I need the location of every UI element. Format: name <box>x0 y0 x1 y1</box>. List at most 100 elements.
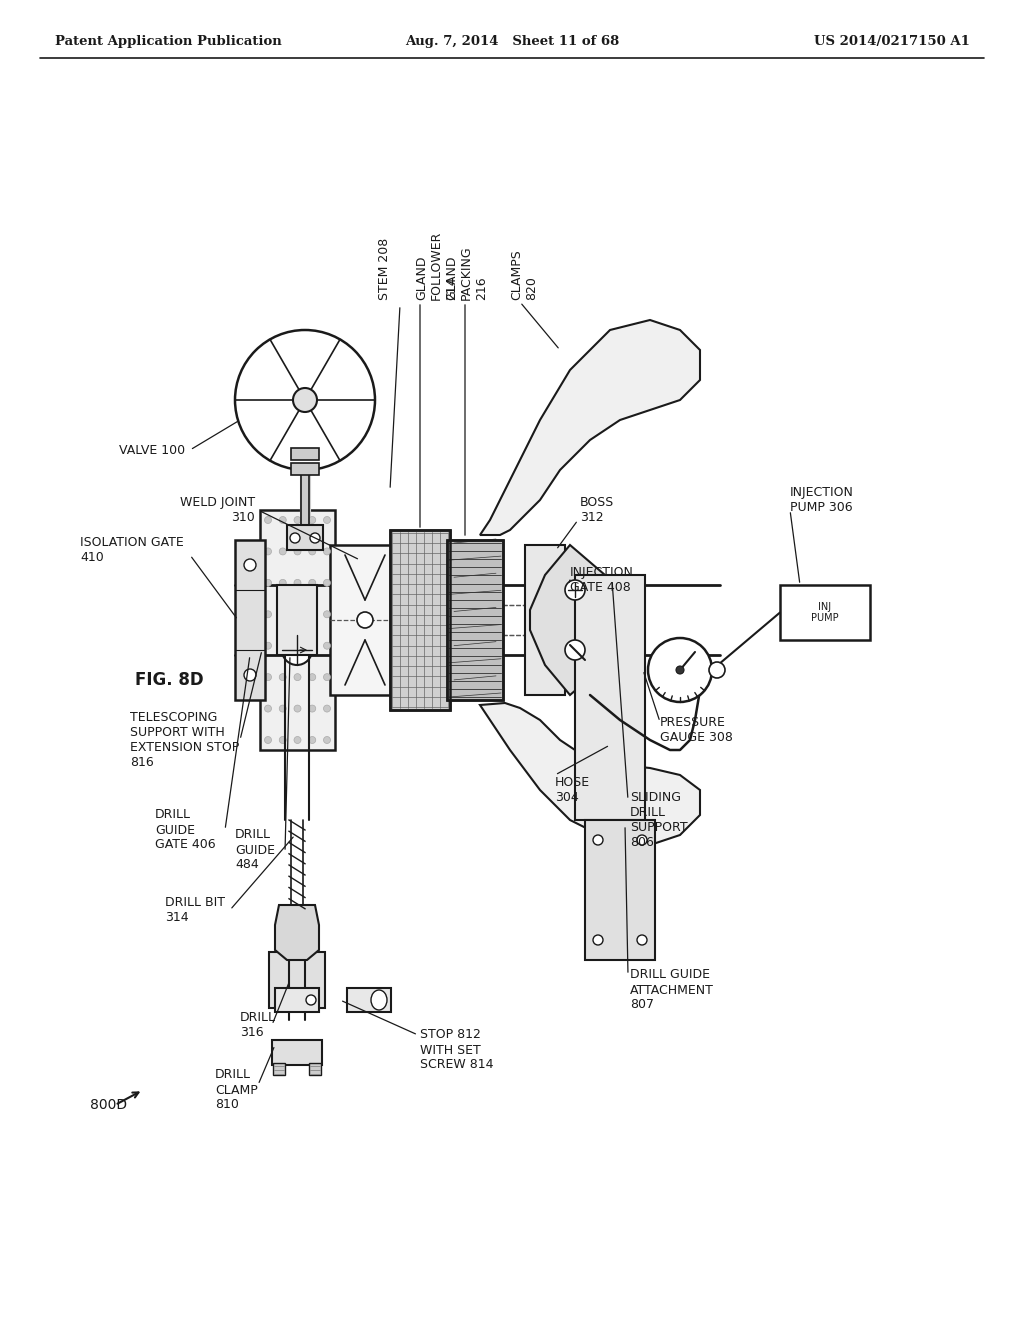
Circle shape <box>280 737 287 743</box>
Circle shape <box>309 673 315 681</box>
Text: CLAMPS
820: CLAMPS 820 <box>510 249 538 300</box>
Text: 800D: 800D <box>90 1098 127 1111</box>
Bar <box>330 545 400 696</box>
Circle shape <box>290 533 300 543</box>
Text: PRESSURE
GAUGE 308: PRESSURE GAUGE 308 <box>660 715 733 744</box>
Text: GLAND
FOLLOWER
214: GLAND FOLLOWER 214 <box>415 231 458 300</box>
Circle shape <box>309 643 315 649</box>
Circle shape <box>637 935 647 945</box>
Circle shape <box>309 737 315 743</box>
Circle shape <box>264 737 271 743</box>
Circle shape <box>294 673 301 681</box>
Text: US 2014/0217150 A1: US 2014/0217150 A1 <box>814 36 970 49</box>
Circle shape <box>324 548 331 554</box>
Circle shape <box>244 669 256 681</box>
Circle shape <box>310 533 319 543</box>
Bar <box>447 540 503 700</box>
Bar <box>273 1063 285 1074</box>
Circle shape <box>264 611 271 618</box>
Bar <box>447 540 503 700</box>
Circle shape <box>709 663 725 678</box>
Circle shape <box>294 611 301 618</box>
Bar <box>390 531 450 710</box>
Circle shape <box>309 705 315 711</box>
Circle shape <box>280 673 287 681</box>
Circle shape <box>280 579 287 586</box>
Circle shape <box>324 516 331 524</box>
Circle shape <box>280 705 287 711</box>
Bar <box>575 576 645 820</box>
Circle shape <box>294 579 301 586</box>
Bar <box>585 820 655 960</box>
Bar <box>260 510 335 750</box>
Circle shape <box>280 548 287 554</box>
Text: INJ
PUMP: INJ PUMP <box>811 602 839 623</box>
Circle shape <box>264 579 271 586</box>
Circle shape <box>637 836 647 845</box>
Circle shape <box>324 643 331 649</box>
Circle shape <box>282 635 312 665</box>
Circle shape <box>324 611 331 618</box>
Circle shape <box>324 705 331 711</box>
Circle shape <box>565 640 585 660</box>
Text: SLIDING
DRILL
SUPPORT
806: SLIDING DRILL SUPPORT 806 <box>630 791 688 849</box>
Circle shape <box>264 516 271 524</box>
Circle shape <box>294 737 301 743</box>
Text: INJECTION
GATE 408: INJECTION GATE 408 <box>570 566 634 594</box>
Bar <box>269 952 325 1008</box>
Text: STOP 812
WITH SET
SCREW 814: STOP 812 WITH SET SCREW 814 <box>420 1028 494 1072</box>
Circle shape <box>309 611 315 618</box>
Circle shape <box>294 643 301 649</box>
Text: DRILL
316: DRILL 316 <box>240 1011 276 1039</box>
Circle shape <box>593 836 603 845</box>
Text: HOSE
304: HOSE 304 <box>555 776 590 804</box>
Circle shape <box>306 995 316 1005</box>
Circle shape <box>280 611 287 618</box>
Circle shape <box>357 612 373 628</box>
Circle shape <box>648 638 712 702</box>
Circle shape <box>565 579 585 601</box>
Circle shape <box>324 737 331 743</box>
Circle shape <box>264 673 271 681</box>
Bar <box>275 987 319 1012</box>
Circle shape <box>676 667 684 675</box>
Text: DRILL
GUIDE
GATE 406: DRILL GUIDE GATE 406 <box>155 808 216 851</box>
Bar <box>347 987 391 1012</box>
Polygon shape <box>480 319 700 535</box>
Bar <box>272 1040 322 1065</box>
Bar <box>525 545 565 696</box>
Circle shape <box>309 579 315 586</box>
Bar <box>278 585 317 655</box>
Text: Patent Application Publication: Patent Application Publication <box>55 36 282 49</box>
Circle shape <box>280 516 287 524</box>
Bar <box>291 447 319 459</box>
Text: FIG. 8D: FIG. 8D <box>135 671 204 689</box>
Circle shape <box>244 558 256 572</box>
Bar <box>234 540 265 700</box>
Text: DRILL
CLAMP
810: DRILL CLAMP 810 <box>215 1068 258 1111</box>
Text: INJECTION
PUMP 306: INJECTION PUMP 306 <box>790 486 854 513</box>
Text: DRILL GUIDE
ATTACHMENT
807: DRILL GUIDE ATTACHMENT 807 <box>630 969 714 1011</box>
Circle shape <box>293 388 317 412</box>
Circle shape <box>309 548 315 554</box>
Circle shape <box>294 548 301 554</box>
Bar <box>291 463 319 475</box>
Polygon shape <box>275 906 319 960</box>
Text: DRILL BIT
314: DRILL BIT 314 <box>165 896 225 924</box>
Circle shape <box>324 579 331 586</box>
Bar <box>390 531 450 710</box>
Text: GLAND
PACKING
216: GLAND PACKING 216 <box>445 246 488 300</box>
Circle shape <box>280 643 287 649</box>
Circle shape <box>294 516 301 524</box>
Circle shape <box>264 643 271 649</box>
Text: WELD JOINT
310: WELD JOINT 310 <box>180 496 255 524</box>
Text: STEM 208: STEM 208 <box>378 238 391 300</box>
Bar <box>309 1063 321 1074</box>
Text: DRILL
GUIDE
484: DRILL GUIDE 484 <box>234 829 275 871</box>
Circle shape <box>324 673 331 681</box>
Circle shape <box>294 705 301 711</box>
Text: VALVE 100: VALVE 100 <box>119 444 185 457</box>
Ellipse shape <box>371 990 387 1010</box>
Circle shape <box>264 548 271 554</box>
Bar <box>780 585 870 640</box>
